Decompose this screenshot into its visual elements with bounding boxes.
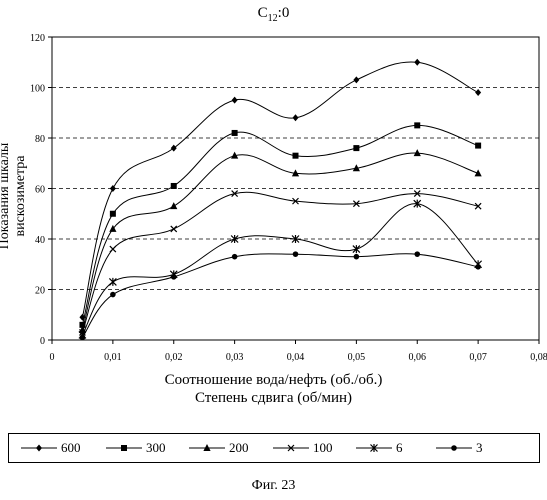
axis-ticks: 0 20 40 60 80 100 120 0 0,01 0,02 0,03 0,04 0,05 0,06… bbox=[30, 33, 547, 363]
x-tick-label: 0,02 bbox=[165, 352, 183, 363]
data-point bbox=[232, 254, 238, 260]
x-tick-label: 0,01 bbox=[104, 352, 122, 363]
legend-label: 6 bbox=[396, 440, 403, 456]
chart-title: C12:0 bbox=[0, 5, 547, 24]
series-6 bbox=[79, 200, 482, 339]
data-point bbox=[293, 251, 299, 257]
legend-label: 600 bbox=[61, 440, 81, 456]
data-point bbox=[414, 59, 420, 66]
chart-svg: 0 20 40 60 80 100 120 0 0,01 0,02 0,03 0,04 0,05 0,06… bbox=[0, 0, 547, 430]
data-point bbox=[171, 226, 177, 232]
data-point bbox=[353, 76, 359, 83]
data-point bbox=[353, 245, 360, 253]
x-tick-label: 0,06 bbox=[409, 352, 427, 363]
data-point bbox=[110, 246, 116, 252]
data-point bbox=[80, 335, 86, 341]
legend-swatch bbox=[19, 434, 59, 462]
data-point bbox=[171, 274, 177, 280]
data-point bbox=[232, 130, 238, 136]
data-point bbox=[354, 254, 360, 260]
x-tick-label: 0,07 bbox=[469, 352, 487, 363]
series-100 bbox=[79, 191, 481, 336]
series-line-100 bbox=[82, 192, 478, 332]
data-point bbox=[414, 251, 420, 257]
x-tick-label: 0,05 bbox=[348, 352, 366, 363]
legend-marker bbox=[451, 445, 457, 451]
legend-marker bbox=[121, 445, 127, 451]
data-point bbox=[110, 211, 116, 217]
figure-caption: Фиг. 23 bbox=[0, 478, 547, 494]
y-tick-label: 0 bbox=[40, 336, 45, 347]
series-line-6 bbox=[82, 204, 478, 335]
series-200 bbox=[79, 149, 482, 333]
data-point bbox=[110, 185, 116, 192]
series-3 bbox=[80, 251, 481, 340]
x-axis-label: Соотношение вода/нефть (об./об.) bbox=[0, 372, 547, 389]
data-point bbox=[170, 202, 177, 209]
y-tick-label: 80 bbox=[35, 134, 45, 145]
legend-marker bbox=[36, 445, 42, 452]
legend-swatch bbox=[271, 434, 311, 462]
y-tick-label: 40 bbox=[35, 235, 45, 246]
series-line-3 bbox=[82, 254, 478, 338]
series-line-600 bbox=[82, 62, 478, 317]
legend-swatch bbox=[434, 434, 474, 462]
legend-swatch bbox=[187, 434, 227, 462]
legend-label: 300 bbox=[146, 440, 166, 456]
data-point bbox=[475, 264, 481, 270]
series-group bbox=[79, 59, 482, 341]
chart-legend: 600 300 200 100 6 3 bbox=[8, 433, 540, 463]
series-600 bbox=[79, 59, 481, 321]
y-tick-label: 120 bbox=[30, 33, 45, 44]
x-tick-label: 0 bbox=[50, 352, 55, 363]
data-point bbox=[414, 122, 420, 128]
data-point bbox=[109, 278, 116, 286]
data-point bbox=[293, 153, 299, 159]
legend-swatch bbox=[354, 434, 394, 462]
y-axis-label: Показания шкалы вискозиметра bbox=[0, 101, 29, 291]
y-tick-label: 100 bbox=[30, 84, 45, 95]
legend-label: 3 bbox=[476, 440, 483, 456]
legend-label: 100 bbox=[313, 440, 333, 456]
data-point bbox=[293, 114, 299, 121]
y-tick-label: 20 bbox=[35, 286, 45, 297]
data-point bbox=[110, 292, 116, 298]
legend-label: 200 bbox=[229, 440, 249, 456]
data-point bbox=[353, 145, 359, 151]
data-point bbox=[232, 97, 238, 104]
data-point bbox=[475, 143, 481, 149]
series-line-200 bbox=[82, 153, 478, 330]
x-tick-label: 0,03 bbox=[226, 352, 244, 363]
x-tick-label: 0,08 bbox=[530, 352, 547, 363]
data-point bbox=[171, 145, 177, 152]
x-axis-label-secondary: Степень сдвига (об/мин) bbox=[0, 390, 547, 407]
data-point bbox=[475, 89, 481, 96]
legend-swatch bbox=[104, 434, 144, 462]
y-tick-label: 60 bbox=[35, 185, 45, 196]
x-tick-label: 0,04 bbox=[287, 352, 305, 363]
data-point bbox=[171, 183, 177, 189]
